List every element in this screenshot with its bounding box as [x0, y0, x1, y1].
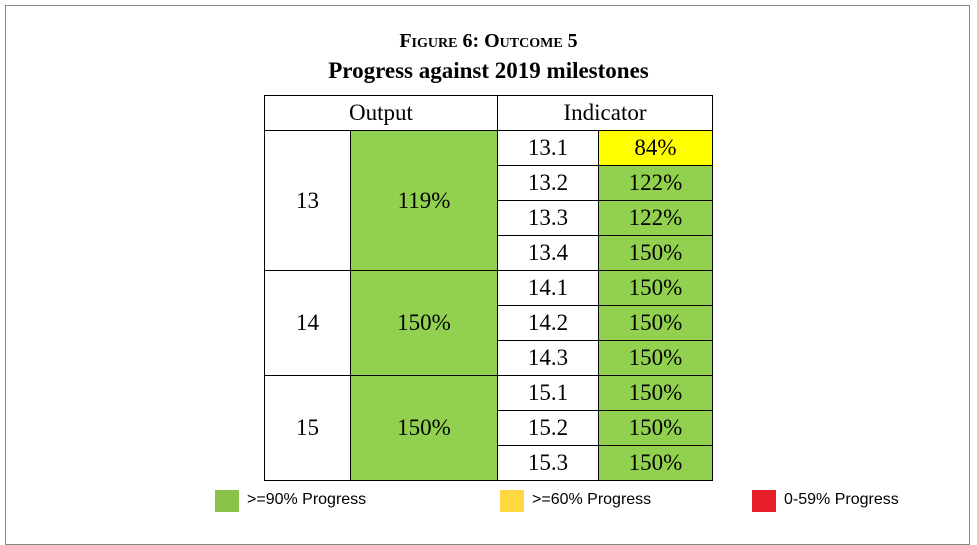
indicator-value: 150% — [598, 340, 713, 376]
indicator-value: 150% — [598, 375, 713, 411]
legend-swatch — [500, 490, 524, 512]
indicator-id: 15.1 — [497, 375, 599, 411]
indicator-value: 122% — [598, 200, 713, 236]
indicator-id: 14.3 — [497, 340, 599, 376]
legend-label: >=60% Progress — [532, 491, 652, 508]
subtitle: Progress against 2019 milestones — [328, 58, 649, 83]
output-value: 119% — [350, 130, 498, 271]
column-header: Output — [264, 95, 498, 131]
legend-swatch — [215, 490, 239, 512]
output-value: 150% — [350, 270, 498, 376]
indicator-id: 15.3 — [497, 445, 599, 481]
indicator-id: 13.2 — [497, 165, 599, 201]
indicator-id: 13.4 — [497, 235, 599, 271]
output-id: 14 — [264, 270, 351, 376]
title: Figure 6: Outcome 5 — [399, 30, 578, 52]
output-id: 15 — [264, 375, 351, 481]
indicator-value: 150% — [598, 270, 713, 306]
column-header: Indicator — [497, 95, 713, 131]
indicator-value: 150% — [598, 235, 713, 271]
indicator-value: 150% — [598, 410, 713, 446]
legend-swatch — [752, 490, 776, 512]
legend-label: 0-59% Progress — [784, 491, 899, 508]
output-id: 13 — [264, 130, 351, 271]
indicator-id: 13.3 — [497, 200, 599, 236]
indicator-value: 122% — [598, 165, 713, 201]
indicator-id: 15.2 — [497, 410, 599, 446]
indicator-value: 150% — [598, 305, 713, 341]
indicator-value: 84% — [598, 130, 713, 166]
output-value: 150% — [350, 375, 498, 481]
legend-label: >=90% Progress — [247, 491, 367, 508]
indicator-value: 150% — [598, 445, 713, 481]
indicator-id: 14.2 — [497, 305, 599, 341]
indicator-id: 14.1 — [497, 270, 599, 306]
indicator-id: 13.1 — [497, 130, 599, 166]
